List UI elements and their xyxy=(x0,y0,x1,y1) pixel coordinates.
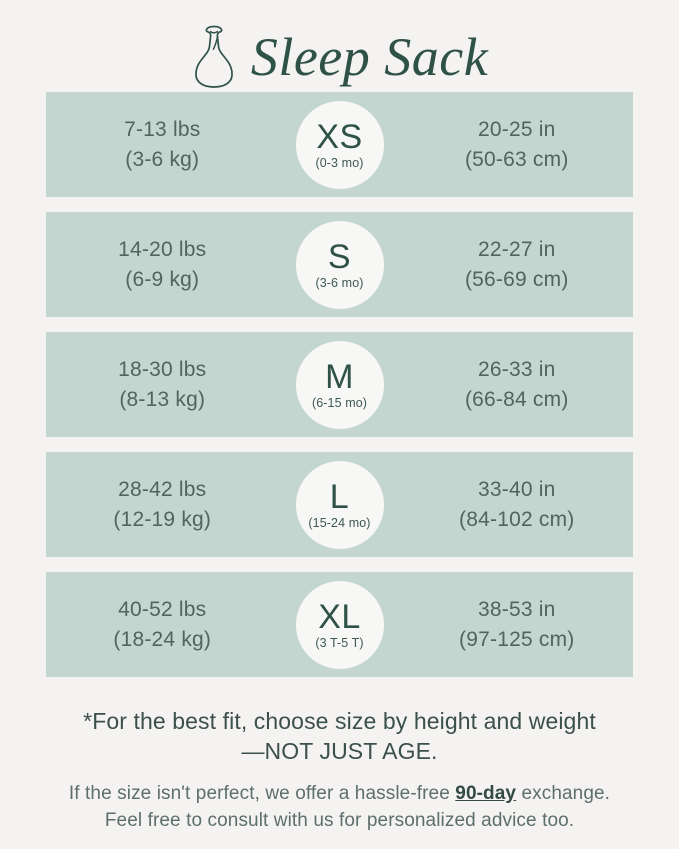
weight-metric: (3-6 kg) xyxy=(125,147,200,171)
height-metric: (50-63 cm) xyxy=(464,147,569,171)
size-rows: 7-13 lbs (3-6 kg) XS (0-3 mo) 20-25 in (… xyxy=(0,92,679,677)
consult-text: Feel free to consult with us for persona… xyxy=(104,809,575,831)
fit-advice-line1: *For the best fit, choose size by height… xyxy=(83,708,596,734)
weight-metric: (18-24 kg) xyxy=(113,627,212,651)
chart-footer: *For the best fit, choose size by height… xyxy=(0,692,679,835)
height-metric: (66-84 cm) xyxy=(464,387,569,411)
exchange-text-after: exchange. xyxy=(516,782,611,804)
size-badge: S (3-6 mo) xyxy=(295,220,384,309)
weight-imperial: 7-13 lbs xyxy=(124,117,201,141)
height-imperial: 22-27 in xyxy=(478,237,556,261)
exchange-period-badge: 90-day xyxy=(455,782,517,804)
height-imperial: 33-40 in xyxy=(478,477,556,501)
weight-cell: 18-30 lbs (8-13 kg) xyxy=(46,355,285,415)
size-cell: L (15-24 mo) xyxy=(285,452,395,557)
size-cell: S (3-6 mo) xyxy=(285,212,395,317)
height-imperial: 26-33 in xyxy=(478,357,556,381)
size-letter: S xyxy=(327,237,352,276)
size-cell: XL (3 T-5 T) xyxy=(285,572,395,677)
fit-advice-line2: —NOT JUST AGE. xyxy=(241,738,438,765)
size-letter: L xyxy=(329,477,350,516)
weight-cell: 14-20 lbs (6-9 kg) xyxy=(46,235,285,295)
size-letter: M xyxy=(325,357,354,396)
weight-imperial: 18-30 lbs xyxy=(118,357,207,381)
height-cell: 26-33 in (66-84 cm) xyxy=(395,355,634,415)
size-badge: XS (0-3 mo) xyxy=(295,100,384,189)
size-age-range: (6-15 mo) xyxy=(311,395,368,410)
weight-metric: (8-13 kg) xyxy=(119,387,206,411)
fit-advice-note: *For the best fit, choose size by height… xyxy=(28,706,651,767)
size-age-range: (3 T-5 T) xyxy=(315,635,364,650)
height-cell: 38-53 in (97-125 cm) xyxy=(395,595,634,655)
exchange-text-before: If the size isn't perfect, we offer a ha… xyxy=(68,782,456,804)
weight-cell: 7-13 lbs (3-6 kg) xyxy=(46,115,285,175)
chart-header: Sleep Sack xyxy=(0,0,679,92)
height-metric: (84-102 cm) xyxy=(459,507,575,531)
height-metric: (97-125 cm) xyxy=(459,627,575,651)
height-cell: 20-25 in (50-63 cm) xyxy=(395,115,634,175)
height-imperial: 20-25 in xyxy=(478,117,556,141)
table-row: 14-20 lbs (6-9 kg) S (3-6 mo) 22-27 in (… xyxy=(46,212,633,317)
weight-imperial: 40-52 lbs xyxy=(118,597,207,621)
page-title: Sleep Sack xyxy=(250,27,489,87)
exchange-note: If the size isn't perfect, we offer a ha… xyxy=(28,781,651,835)
size-age-range: (0-3 mo) xyxy=(315,155,364,170)
weight-imperial: 14-20 lbs xyxy=(118,237,207,261)
weight-cell: 28-42 lbs (12-19 kg) xyxy=(46,475,285,535)
size-badge: M (6-15 mo) xyxy=(295,340,384,429)
weight-metric: (6-9 kg) xyxy=(125,267,200,291)
weight-imperial: 28-42 lbs xyxy=(118,477,207,501)
height-cell: 33-40 in (84-102 cm) xyxy=(395,475,634,535)
size-letter: XS xyxy=(316,117,363,156)
size-letter: XL xyxy=(318,597,361,636)
size-age-range: (3-6 mo) xyxy=(315,275,364,290)
size-cell: XS (0-3 mo) xyxy=(285,92,395,197)
size-cell: M (6-15 mo) xyxy=(285,332,395,437)
table-row: 18-30 lbs (8-13 kg) M (6-15 mo) 26-33 in… xyxy=(46,332,633,437)
table-row: 40-52 lbs (18-24 kg) XL (3 T-5 T) 38-53 … xyxy=(46,572,633,677)
weight-metric: (12-19 kg) xyxy=(113,507,212,531)
height-imperial: 38-53 in xyxy=(478,597,556,621)
size-badge: L (15-24 mo) xyxy=(295,460,384,549)
table-row: 7-13 lbs (3-6 kg) XS (0-3 mo) 20-25 in (… xyxy=(46,92,633,197)
weight-cell: 40-52 lbs (18-24 kg) xyxy=(46,595,285,655)
height-cell: 22-27 in (56-69 cm) xyxy=(395,235,634,295)
size-badge: XL (3 T-5 T) xyxy=(295,580,384,669)
table-row: 28-42 lbs (12-19 kg) L (15-24 mo) 33-40 … xyxy=(46,452,633,557)
sleep-sack-icon xyxy=(194,25,233,88)
size-age-range: (15-24 mo) xyxy=(308,515,371,530)
height-metric: (56-69 cm) xyxy=(464,267,569,291)
